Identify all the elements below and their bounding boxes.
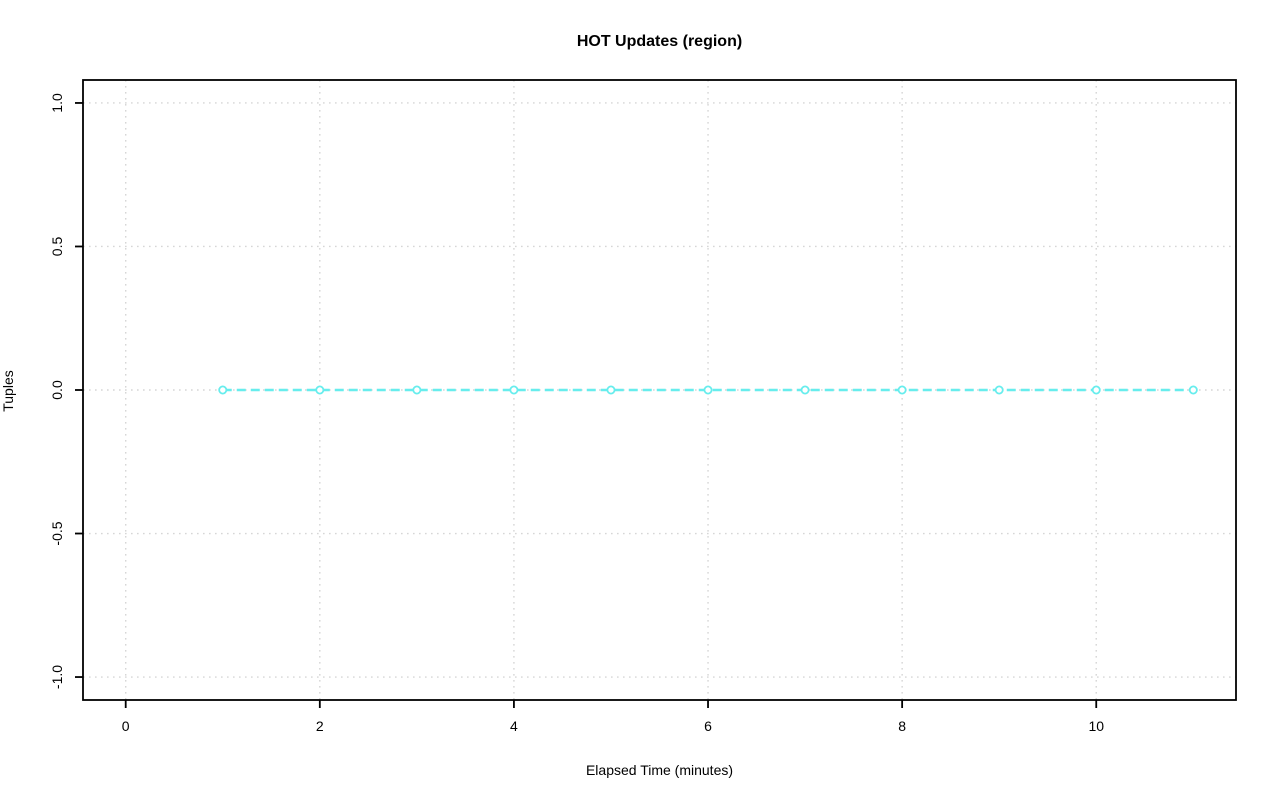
data-point bbox=[800, 385, 810, 395]
x-tick-label: 8 bbox=[898, 718, 906, 734]
y-tick-label: 1.0 bbox=[49, 93, 65, 113]
data-point bbox=[1091, 385, 1101, 395]
y-tick-label: -0.5 bbox=[49, 521, 65, 545]
x-tick-label: 2 bbox=[316, 718, 324, 734]
data-point bbox=[412, 385, 422, 395]
data-point bbox=[897, 385, 907, 395]
x-tick-label: 0 bbox=[122, 718, 130, 734]
y-tick-label: 0.5 bbox=[49, 237, 65, 257]
data-point bbox=[509, 385, 519, 395]
data-point bbox=[315, 385, 325, 395]
data-point bbox=[218, 385, 228, 395]
data-point bbox=[606, 385, 616, 395]
y-tick-label: -1.0 bbox=[49, 665, 65, 689]
x-tick-label: 6 bbox=[704, 718, 712, 734]
x-tick-label: 10 bbox=[1088, 718, 1104, 734]
chart-title: HOT Updates (region) bbox=[576, 33, 743, 50]
data-point bbox=[994, 385, 1004, 395]
data-point bbox=[1188, 385, 1198, 395]
x-tick-label: 4 bbox=[510, 718, 518, 734]
data-point bbox=[703, 385, 713, 395]
y-tick-label: 0.0 bbox=[49, 380, 65, 400]
x-axis-label: Elapsed Time (minutes) bbox=[585, 762, 734, 778]
y-axis-label: Tuples bbox=[0, 370, 16, 412]
